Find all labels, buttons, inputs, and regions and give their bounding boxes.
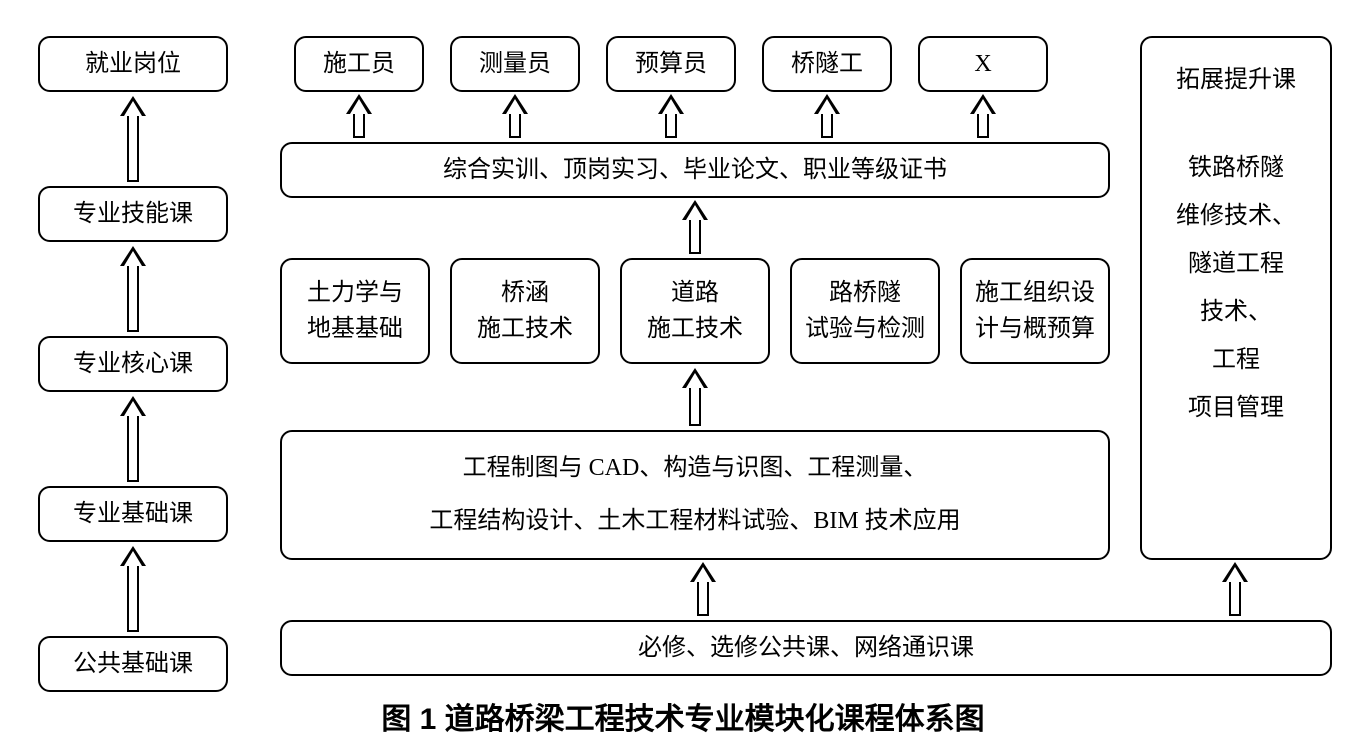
core-5-l1: 施工组织设: [975, 275, 1095, 311]
core-2-l1: 桥涵: [501, 275, 549, 311]
extension-c4: 技术、: [1200, 288, 1272, 336]
extension-title: 拓展提升课: [1176, 56, 1296, 104]
job-2: 测量员: [450, 36, 580, 92]
core-5: 施工组织设 计与概预算: [960, 258, 1110, 364]
public-label: 必修、选修公共课、网络通识课: [638, 630, 974, 666]
level-foundation-label: 专业基础课: [73, 496, 193, 532]
level-foundation: 专业基础课: [38, 486, 228, 542]
extension-box: 拓展提升课 铁路桥隧 维修技术、 隧道工程 技术、 工程 项目管理: [1140, 36, 1332, 560]
foundation-l1: 工程制图与 CAD、构造与识图、工程测量、: [463, 442, 928, 495]
extension-c3: 隧道工程: [1188, 240, 1284, 288]
job-3: 预算员: [606, 36, 736, 92]
core-4-l1: 路桥隧: [829, 275, 901, 311]
arrow-job-1: [346, 94, 372, 138]
extension-c1: 铁路桥隧: [1188, 144, 1284, 192]
arrow-practice: [682, 200, 708, 254]
core-3-l1: 道路: [671, 275, 719, 311]
practice-box: 综合实训、顶岗实习、毕业论文、职业等级证书: [280, 142, 1110, 198]
arrow-job-3: [658, 94, 684, 138]
level-jobs-label: 就业岗位: [85, 46, 181, 82]
arrow-foundation: [690, 562, 716, 616]
core-3-l2: 施工技术: [647, 311, 743, 347]
arrow-left-1: [120, 96, 146, 182]
foundation-l2: 工程结构设计、土木工程材料试验、BIM 技术应用: [429, 495, 960, 548]
core-5-l2: 计与概预算: [975, 311, 1095, 347]
extension-c2: 维修技术、: [1176, 192, 1296, 240]
arrow-left-2: [120, 246, 146, 332]
job-5-label: X: [974, 46, 991, 82]
foundation-box: 工程制图与 CAD、构造与识图、工程测量、 工程结构设计、土木工程材料试验、BI…: [280, 430, 1110, 560]
level-public-label: 公共基础课: [73, 646, 193, 682]
arrow-core: [682, 368, 708, 426]
arrow-job-5: [970, 94, 996, 138]
core-4: 路桥隧 试验与检测: [790, 258, 940, 364]
level-skill-label: 专业技能课: [73, 196, 193, 232]
practice-label: 综合实训、顶岗实习、毕业论文、职业等级证书: [443, 152, 947, 188]
extension-c5: 工程: [1212, 336, 1260, 384]
job-2-label: 测量员: [479, 46, 551, 82]
core-2: 桥涵 施工技术: [450, 258, 600, 364]
arrow-left-3: [120, 396, 146, 482]
public-box: 必修、选修公共课、网络通识课: [280, 620, 1332, 676]
job-1-label: 施工员: [323, 46, 395, 82]
level-core-label: 专业核心课: [73, 346, 193, 382]
level-core: 专业核心课: [38, 336, 228, 392]
job-4: 桥隧工: [762, 36, 892, 92]
arrow-left-4: [120, 546, 146, 632]
level-jobs: 就业岗位: [38, 36, 228, 92]
job-3-label: 预算员: [635, 46, 707, 82]
core-1-l1: 土力学与: [307, 275, 403, 311]
core-1: 土力学与 地基基础: [280, 258, 430, 364]
level-skill: 专业技能课: [38, 186, 228, 242]
caption-text: 图 1 道路桥梁工程技术专业模块化课程体系图: [381, 703, 984, 736]
core-4-l2: 试验与检测: [805, 311, 925, 347]
level-public: 公共基础课: [38, 636, 228, 692]
core-1-l2: 地基基础: [307, 311, 403, 347]
core-2-l2: 施工技术: [477, 311, 573, 347]
arrow-job-4: [814, 94, 840, 138]
job-4-label: 桥隧工: [791, 46, 863, 82]
extension-c6: 项目管理: [1188, 384, 1284, 432]
arrow-extension: [1222, 562, 1248, 616]
figure-caption: 图 1 道路桥梁工程技术专业模块化课程体系图: [0, 694, 1366, 738]
job-5: X: [918, 36, 1048, 92]
core-3: 道路 施工技术: [620, 258, 770, 364]
job-1: 施工员: [294, 36, 424, 92]
arrow-job-2: [502, 94, 528, 138]
